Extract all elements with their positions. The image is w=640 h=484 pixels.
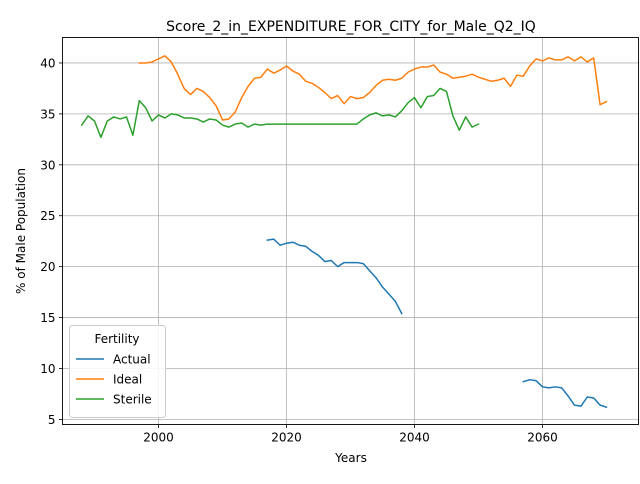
legend: Fertility Actual Ideal Sterile [69,325,166,418]
legend-label-ideal: Ideal [113,373,142,387]
y-tick-label: 30 [40,158,55,172]
legend-item-sterile: Sterile [76,393,152,407]
plot-frame [62,37,639,425]
x-tick-label: 2040 [399,431,430,445]
series-line-actual [266,238,608,409]
y-axis-label: % of Male Population [14,168,28,294]
y-tick-label: 25 [40,209,55,223]
series-line-ideal [138,55,608,121]
legend-item-ideal: Ideal [76,373,142,387]
chart-title: Score_2_in_EXPENDITURE_FOR_CITY_for_Male… [166,19,536,35]
legend-box [69,325,166,418]
legend-item-actual: Actual [76,353,151,367]
axis-ticks: 2000 2020 2040 2060 5 10 15 20 25 30 35 40 [40,56,558,444]
x-tick-label: 2060 [527,431,558,445]
legend-title: Fertility [94,332,139,346]
y-tick-label: 40 [40,56,55,70]
y-tick-label: 5 [48,413,56,427]
x-tick-label: 2000 [143,431,174,445]
x-tick-label: 2020 [271,431,302,445]
x-axis-label: Years [334,451,367,465]
y-tick-label: 20 [40,260,55,274]
grid-lines [62,37,639,425]
series-line-sterile [80,87,480,139]
series-lines [80,55,608,409]
legend-label-actual: Actual [113,353,151,367]
y-tick-label: 35 [40,107,55,121]
y-tick-label: 10 [40,362,55,376]
legend-items: Actual Ideal Sterile [76,353,152,407]
legend-label-sterile: Sterile [113,393,152,407]
y-tick-label: 15 [40,311,55,325]
